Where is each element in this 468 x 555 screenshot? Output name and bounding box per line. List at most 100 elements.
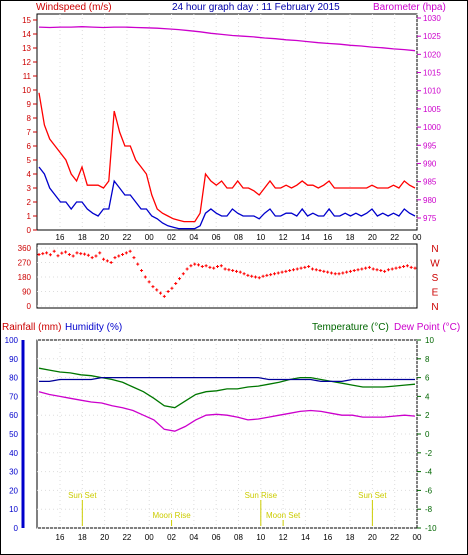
direction-point bbox=[280, 270, 284, 274]
direction-point bbox=[79, 252, 83, 256]
direction-point bbox=[45, 251, 49, 255]
humidity-axis-ticks: 0 10 20 30 40 50 60 70 80 90 100 bbox=[5, 336, 19, 533]
direction-point bbox=[181, 272, 185, 276]
temperature-tick-label: 2 bbox=[425, 411, 430, 420]
direction-point bbox=[299, 266, 303, 270]
wind-time-tick-label: 16 bbox=[56, 233, 65, 242]
direction-point bbox=[257, 276, 261, 280]
direction-panel-grid bbox=[37, 247, 417, 307]
direction-point bbox=[52, 249, 56, 253]
direction-point bbox=[291, 268, 295, 272]
windspeed-tick-label: 11 bbox=[23, 72, 32, 81]
direction-point bbox=[60, 251, 64, 255]
wind-series bbox=[38, 26, 416, 230]
temp-time-tick-label: 20 bbox=[100, 533, 109, 542]
rainfall-label: Rainfall (mm) bbox=[2, 322, 61, 333]
compass-label: E bbox=[432, 288, 439, 299]
direction-point bbox=[341, 271, 345, 275]
wind-time-axis-ticks: 16 18 20 22 00 02 04 06 08 10 12 14 16 18 20 22 00 bbox=[56, 233, 422, 242]
temp-time-tick-label: 14 bbox=[301, 533, 310, 542]
direction-point bbox=[64, 250, 68, 254]
direction-point bbox=[413, 266, 417, 270]
temperature-humidity-panel: Rainfall (mm) Humidity (%) Temperature (… bbox=[2, 322, 460, 542]
temp-time-tick-label: 12 bbox=[279, 533, 288, 542]
direction-point bbox=[185, 267, 189, 271]
humidity-tick-label: 50 bbox=[9, 430, 18, 439]
direction-point bbox=[37, 252, 41, 256]
direction-point bbox=[136, 262, 140, 266]
baro-line bbox=[38, 26, 416, 52]
direction-point bbox=[367, 265, 371, 269]
direction-point bbox=[67, 252, 71, 256]
direction-point bbox=[348, 269, 352, 273]
direction-point bbox=[303, 265, 307, 269]
barometer-header: Barometer (hpa) bbox=[373, 2, 446, 13]
direction-point bbox=[90, 256, 94, 260]
direction-point bbox=[310, 267, 314, 271]
temperature-tick-label: 10 bbox=[425, 336, 434, 345]
direction-point bbox=[352, 269, 356, 273]
temperature-label: Temperature (°C) bbox=[312, 322, 389, 333]
direction-point bbox=[402, 265, 406, 269]
direction-point bbox=[272, 272, 276, 276]
direction-point bbox=[409, 265, 413, 269]
windspeed-tick-label: 4 bbox=[27, 170, 32, 179]
windspeed-tick-label: 7 bbox=[27, 128, 32, 137]
direction-point bbox=[147, 280, 151, 284]
direction-point bbox=[265, 273, 269, 277]
direction-point bbox=[398, 265, 402, 269]
direction-point bbox=[326, 270, 330, 274]
wind-time-tick-label: 22 bbox=[390, 233, 399, 242]
direction-degree-label: 0 bbox=[27, 302, 32, 311]
temp-panel-grid bbox=[37, 339, 418, 529]
compass-label: S bbox=[432, 273, 439, 284]
barometer-tick-label: 1000 bbox=[423, 123, 441, 132]
direction-point bbox=[295, 267, 299, 271]
direction-point bbox=[41, 252, 45, 256]
temperature-tick-label: -2 bbox=[425, 449, 433, 458]
direction-point bbox=[314, 268, 318, 272]
temperature-tick-label: 0 bbox=[425, 430, 430, 439]
direction-point bbox=[56, 254, 60, 258]
humidity-label: Humidity (%) bbox=[65, 322, 122, 333]
temp-time-tick-label: 18 bbox=[346, 533, 355, 542]
wind-time-tick-label: 12 bbox=[279, 233, 288, 242]
direction-point bbox=[242, 272, 246, 276]
direction-degree-ticks: 0 90 180 270 360 bbox=[18, 244, 32, 311]
temperature-tick-label: 4 bbox=[425, 392, 430, 401]
direction-point bbox=[121, 252, 125, 256]
humidity-tick-label: 0 bbox=[14, 524, 19, 533]
direction-point bbox=[333, 272, 337, 276]
temperature-tick-label: -6 bbox=[425, 486, 433, 495]
direction-point bbox=[371, 267, 375, 271]
astro-event-label: Sun Rise bbox=[245, 491, 278, 500]
temp-time-tick-label: 20 bbox=[368, 533, 377, 542]
windspeed-tick-label: 1 bbox=[27, 212, 32, 221]
temp-time-tick-label: 18 bbox=[78, 533, 87, 542]
direction-point bbox=[386, 268, 390, 272]
humidity-tick-label: 40 bbox=[9, 449, 18, 458]
direction-degree-label: 90 bbox=[22, 288, 31, 297]
direction-point bbox=[193, 262, 197, 266]
humidity-tick-label: 60 bbox=[9, 411, 18, 420]
humidity-tick-label: 70 bbox=[9, 392, 18, 401]
direction-point bbox=[276, 271, 280, 275]
windspeed-tick-label: 3 bbox=[27, 184, 32, 193]
temp-time-tick-label: 00 bbox=[145, 533, 154, 542]
direction-point bbox=[375, 268, 379, 272]
direction-point bbox=[219, 264, 223, 268]
barometer-tick-label: 985 bbox=[423, 178, 437, 187]
windspeed-tick-label: 12 bbox=[22, 58, 31, 67]
direction-point bbox=[75, 251, 79, 255]
temp-time-tick-label: 10 bbox=[256, 533, 265, 542]
humidity-tick-label: 100 bbox=[5, 336, 19, 345]
direction-point bbox=[208, 265, 212, 269]
direction-point bbox=[261, 274, 265, 278]
direction-point bbox=[170, 286, 174, 290]
windspeed-tick-label: 6 bbox=[27, 142, 32, 151]
direction-point bbox=[284, 269, 288, 273]
direction-point bbox=[318, 269, 322, 273]
compass-label: N bbox=[431, 244, 438, 255]
windspeed-header: Windspeed (m/s) bbox=[36, 2, 112, 13]
